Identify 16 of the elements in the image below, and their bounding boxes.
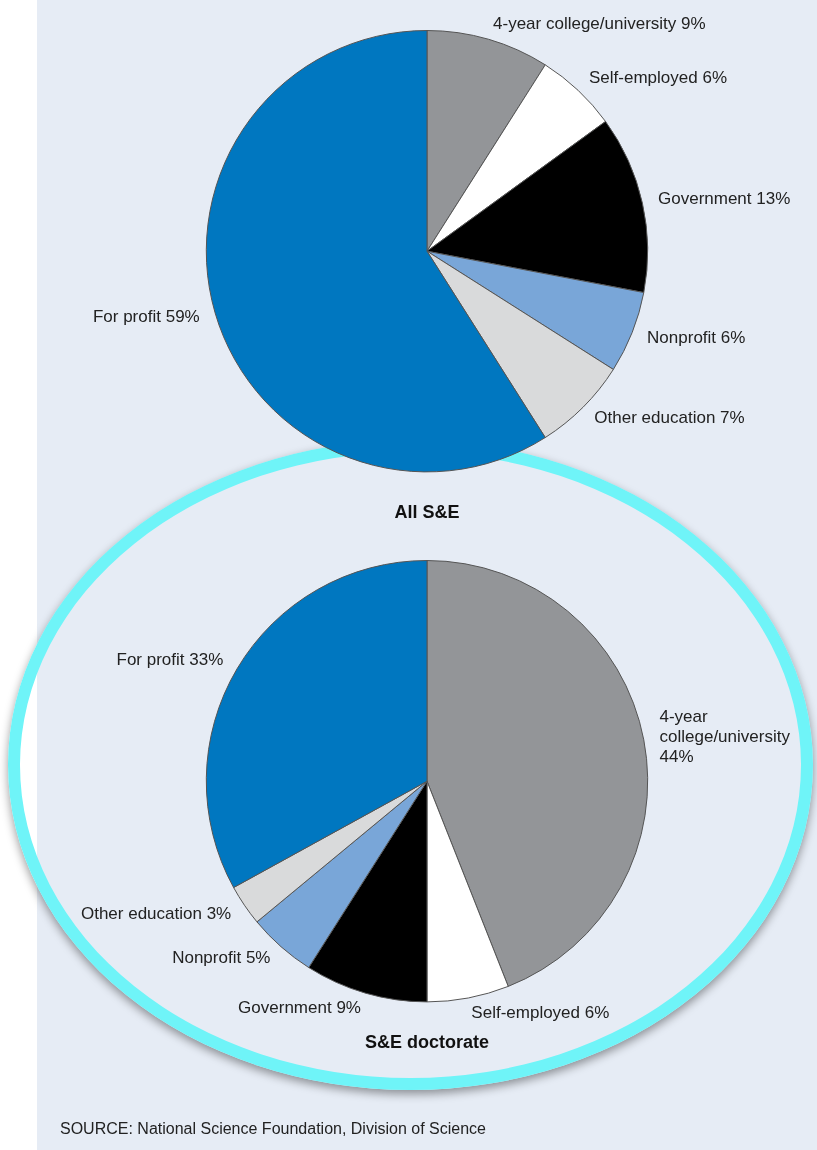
source-note: SOURCE: National Science Foundation, Division of Science [60,1120,486,1138]
text: All S&E [394,502,460,523]
slice-label: For profit 33% [116,650,224,670]
slice-label: For profit 59% [92,306,200,326]
slice-label: Self-employed 6% [471,1003,610,1023]
slice-label: Nonprofit 6% [647,328,746,348]
slice-label: Other education 3% [80,903,232,923]
slice-label: Government 13% [658,189,791,209]
slice-label: Nonprofit 5% [172,948,271,968]
slice-label: 4-year college/university [659,706,791,746]
slice-label: 4-year college/university 9% [493,13,706,33]
slice-label: Self-employed 6% [589,68,727,88]
slice-label: Government 9% [238,998,361,1018]
text: S&E doctorate [364,1032,490,1053]
data-label: 44% [659,746,694,766]
slice-label: Other education 7% [594,408,745,428]
